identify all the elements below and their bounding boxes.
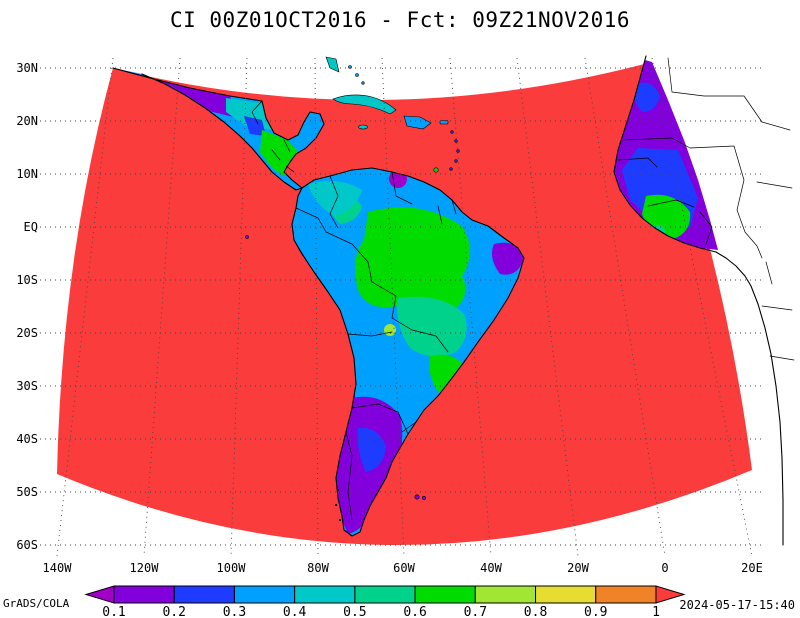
brazil-aqua-shade (397, 296, 467, 357)
lon-label-80W: 80W (307, 561, 329, 575)
florida-tip (325, 56, 340, 73)
africa-coastline (613, 55, 784, 546)
east-brazil-purple-shade (492, 242, 524, 275)
lat-label-20N: 20N (16, 114, 38, 128)
falkland-island (421, 495, 427, 501)
cbar-label-0.1: 0.1 (102, 605, 125, 618)
antilles-island (449, 167, 453, 171)
lat-label-10N: 10N (16, 167, 38, 181)
colorbar-segment-2 (173, 585, 235, 604)
colorbar-left-arrow (84, 585, 115, 604)
lat-label-60S: 60S (16, 538, 38, 552)
lat-label-50S: 50S (16, 485, 38, 499)
antilles-island (450, 130, 454, 134)
mexico-coastline (112, 67, 325, 191)
colorbar-segment-4 (294, 585, 356, 604)
lat-label-EQ: EQ (24, 220, 38, 234)
antilles-island (454, 139, 458, 143)
lon-label-140W: 140W (43, 561, 73, 575)
lon-label-40W: 40W (480, 561, 502, 575)
lat-lon-grid (40, 57, 765, 557)
lat-label-10S: 10S (16, 273, 38, 287)
lon-label-20E: 20E (741, 561, 763, 575)
longitude-gridline-60W (381, 57, 405, 557)
bahamas-island (361, 81, 365, 85)
lat-label-30N: 30N (16, 61, 38, 75)
trinidad-island (433, 167, 439, 173)
colorbar-segment-9 (595, 585, 657, 604)
render-timestamp: 2024-05-17-15:40 (679, 598, 795, 612)
cbar-label-0.6: 0.6 (403, 605, 426, 618)
hispaniola-island (403, 115, 432, 130)
lat-label-40S: 40S (16, 432, 38, 446)
country-borders-africa (617, 57, 795, 361)
cbar-label-1: 1 (652, 605, 660, 618)
colorbar-right-arrow (655, 585, 686, 604)
colorbar-segment-5 (354, 585, 416, 604)
bolivia-yellowgreen-shade (384, 324, 396, 336)
colorbar-segment-1 (113, 585, 175, 604)
patagonia-blue-shade (357, 427, 386, 472)
country-borders-central-america (251, 100, 295, 173)
cbar-label-0.8: 0.8 (524, 605, 547, 618)
jamaica-island (358, 124, 368, 130)
grads-credit-label: GrADS/COLA (3, 597, 70, 610)
longitude-gridline-80W (314, 57, 319, 557)
lon-label-60W: 60W (393, 561, 415, 575)
cbar-label-0.2: 0.2 (162, 605, 185, 618)
chile-fjord-dot (338, 518, 342, 522)
bahamas-island (355, 73, 359, 77)
galapagos-island (245, 235, 249, 239)
chile-fjord-dot (336, 488, 340, 492)
longitude-gridline-100W (230, 57, 248, 557)
cbar-label-0.9: 0.9 (584, 605, 607, 618)
longitude-gridline-20W (516, 57, 579, 557)
antilles-island (456, 149, 460, 153)
falkland-island (414, 494, 420, 500)
lon-label-120W: 120W (130, 561, 160, 575)
cbar-label-0.5: 0.5 (343, 605, 366, 618)
colorbar-segment-3 (233, 585, 296, 604)
venezuela-cyan-shade (308, 181, 362, 216)
axis-labels: 30N 20N 10N EQ 10S 20S 30S 40S 50S 60S 140W 120W 100… (16, 61, 763, 575)
colorbar-legend: 0.1 0.2 0.3 0.4 0.5 0.6 0.7 0.8 0.9 1 (84, 585, 686, 618)
colorbar-segment-8 (535, 585, 597, 604)
longitude-gridline-140W (56, 57, 114, 557)
longitude-gridline-0 (584, 57, 666, 557)
colorbar-segment-6 (414, 585, 476, 604)
cbar-label-0.3: 0.3 (223, 605, 246, 618)
puerto-rico-island (439, 120, 449, 125)
cbar-label-0.7: 0.7 (464, 605, 487, 618)
lat-label-30S: 30S (16, 379, 38, 393)
south-america-coastline (291, 167, 525, 537)
country-borders-south-america (295, 171, 457, 521)
sahara-coast-blue-shade (634, 82, 660, 112)
lon-label-20W: 20W (567, 561, 589, 575)
plot-title: CI 00Z01OCT2016 - Fct: 09Z21NOV2016 (169, 8, 630, 32)
cbar-label-0.4: 0.4 (283, 605, 307, 618)
cuba-island (332, 94, 397, 115)
lat-label-20S: 20S (16, 326, 38, 340)
colorbar-segment-7 (474, 585, 537, 604)
chile-fjord-dot (334, 503, 338, 507)
lon-label-0: 0 (661, 561, 668, 575)
antilles-island (454, 159, 458, 163)
lon-label-100W: 100W (217, 561, 247, 575)
